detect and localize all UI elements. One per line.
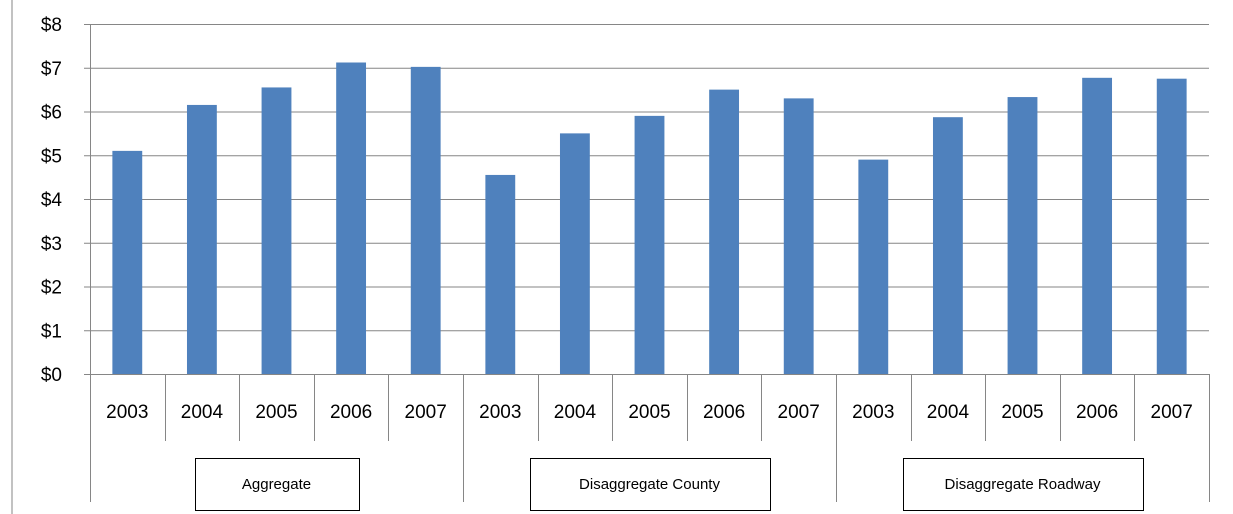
y-tick-label: $0	[41, 365, 62, 386]
y-tick-label: $2	[41, 278, 62, 299]
y-tick-label: $8	[41, 15, 62, 36]
y-tick-label: $4	[41, 190, 63, 211]
x-tick-label: 2005	[255, 402, 297, 423]
bar	[410, 66, 441, 374]
y-tick-label: $6	[41, 103, 62, 124]
bar	[932, 117, 963, 374]
bar	[783, 98, 814, 374]
bar	[559, 133, 590, 374]
group-label: Aggregate	[242, 476, 311, 493]
x-tick-label: 2003	[852, 402, 894, 423]
y-tick-label: $1	[41, 321, 62, 342]
bar	[1156, 78, 1187, 374]
bar	[634, 115, 665, 374]
bar	[1082, 77, 1113, 374]
bar	[261, 87, 292, 374]
x-tick-label: 2007	[778, 402, 820, 423]
group-label-box	[195, 458, 360, 511]
y-tick-label: $5	[41, 146, 62, 167]
bar	[858, 159, 889, 374]
bar	[709, 89, 740, 374]
x-tick-label: 2003	[479, 402, 521, 423]
y-tick-label: $7	[41, 59, 62, 80]
x-tick-label: 2005	[628, 402, 670, 423]
x-tick-label: 2006	[330, 402, 372, 423]
x-tick-label: 2005	[1001, 402, 1043, 423]
bars	[112, 62, 1187, 374]
group-labels: Aggregate Disaggregate County Disaggregate…	[195, 458, 1144, 511]
x-tick-label: 2006	[703, 402, 745, 423]
x-tick-label: 2007	[405, 402, 447, 423]
tick-labels: $0 $1 $2 $3 $4 $5 $6 $7 $8 2003 2004 2005 2006 2007 20…	[41, 15, 1193, 423]
group-label-box	[530, 458, 771, 511]
group-label: Disaggregate Roadway	[945, 476, 1101, 493]
bar	[1007, 97, 1038, 374]
bar	[336, 62, 367, 374]
x-tick-label: 2004	[927, 402, 970, 423]
bar	[112, 150, 143, 374]
x-tick-label: 2004	[181, 402, 224, 423]
y-tick-label: $3	[41, 234, 62, 255]
x-tick-label: 2007	[1151, 402, 1193, 423]
bar	[186, 104, 217, 374]
x-tick-label: 2004	[554, 402, 597, 423]
axes	[11, 0, 1210, 514]
group-label: Disaggregate County	[579, 476, 720, 493]
x-tick-label: 2003	[106, 402, 148, 423]
x-tick-label: 2006	[1076, 402, 1118, 423]
bar	[485, 174, 516, 374]
group-label-box	[903, 458, 1144, 511]
